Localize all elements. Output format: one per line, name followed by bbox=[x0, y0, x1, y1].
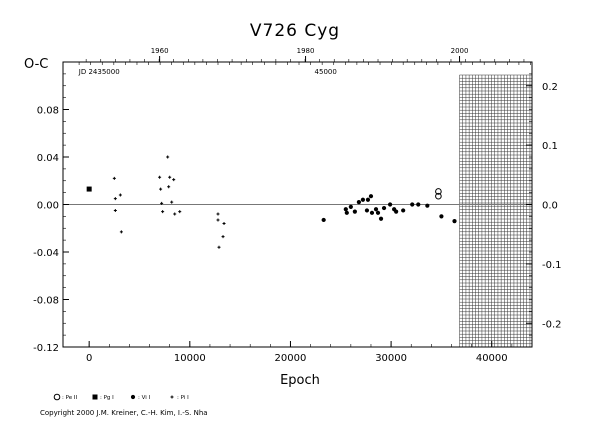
x-axis-label: Epoch bbox=[280, 373, 320, 388]
data-point-filled-circle bbox=[373, 207, 379, 212]
data-point-filled-circle bbox=[375, 210, 381, 215]
jd-label: 45000 bbox=[315, 68, 337, 76]
data-point-filled-circle bbox=[344, 210, 349, 215]
x-tick-label: 30000 bbox=[375, 353, 407, 364]
right-tick-label: -0.1 bbox=[542, 260, 562, 271]
jd-label: JD 2435000 bbox=[78, 68, 120, 76]
y-tick-label: -0.04 bbox=[33, 248, 59, 259]
right-tick-label: 0.1 bbox=[542, 141, 558, 152]
data-point-filled-circle bbox=[352, 209, 357, 214]
data-point-plus bbox=[168, 175, 172, 179]
legend: : Pe II : Pg I : Vi I : Pi I bbox=[53, 393, 189, 401]
x-tick-label: 40000 bbox=[476, 353, 508, 364]
legend-marker-open-circle bbox=[53, 393, 61, 401]
y-axis: -0.12 -0.08 -0.04 0.00 0.04 0.08 bbox=[33, 61, 69, 354]
legend-label: : Pi I bbox=[177, 395, 189, 401]
data-point-filled-circle bbox=[425, 203, 430, 208]
y-tick-label: 0.00 bbox=[37, 201, 59, 212]
data-point-plus bbox=[178, 210, 182, 214]
legend-marker-filled-circle bbox=[130, 394, 136, 400]
legend-label: : Pe II bbox=[62, 395, 77, 401]
right-tick-label: 0.0 bbox=[542, 201, 558, 212]
data-point-filled-circle bbox=[369, 210, 375, 215]
y-axis-label: O-C bbox=[24, 57, 48, 72]
data-point-plus bbox=[158, 175, 162, 179]
data-point-filled-circle bbox=[360, 197, 366, 202]
data-point-plus bbox=[221, 235, 225, 239]
data-point-filled-circle bbox=[439, 214, 444, 219]
data-point-plus bbox=[119, 230, 123, 234]
x-tick-label: 0 bbox=[86, 353, 92, 364]
year-label: 1980 bbox=[297, 47, 315, 55]
data-point-filled-circle bbox=[394, 209, 399, 214]
data-point-filled-circle bbox=[368, 194, 374, 199]
data-point-filled-circle bbox=[343, 207, 348, 212]
legend-label: : Vi I bbox=[138, 395, 151, 401]
data-point-open-circle bbox=[435, 192, 442, 200]
data-point-filled-square bbox=[86, 186, 92, 192]
data-point-plus bbox=[167, 185, 171, 189]
data-point-filled-circle bbox=[356, 200, 361, 205]
right-axis: -0.2 -0.1 0.0 0.1 0.2 bbox=[526, 61, 562, 348]
data-point-plus bbox=[217, 245, 221, 249]
data-point-plus bbox=[113, 208, 117, 212]
data-point-filled-circle bbox=[321, 217, 326, 223]
data-point-plus bbox=[172, 178, 176, 182]
x-tick-label: 10000 bbox=[174, 353, 206, 364]
data-point-filled-circle bbox=[365, 197, 371, 202]
data-point-filled-circle bbox=[381, 205, 387, 211]
data-point-plus bbox=[160, 201, 164, 205]
data-point-plus bbox=[216, 212, 220, 216]
data-point-plus bbox=[118, 193, 122, 197]
right-tick-label: 0.2 bbox=[542, 82, 558, 93]
data-point-filled-circle bbox=[348, 204, 353, 209]
data-point-plus bbox=[113, 197, 117, 201]
y-tick-label: 0.08 bbox=[37, 106, 59, 117]
y-tick-label: 0.04 bbox=[37, 153, 59, 164]
data-point-plus bbox=[166, 155, 170, 159]
data-point-plus bbox=[216, 218, 220, 222]
data-point-filled-circle bbox=[416, 202, 421, 207]
x-tick-label: 20000 bbox=[275, 353, 307, 364]
year-label: 2000 bbox=[451, 47, 469, 55]
data-points bbox=[86, 155, 457, 249]
data-point-open-circle bbox=[435, 188, 442, 195]
y-tick-label: -0.12 bbox=[33, 343, 59, 354]
legend-marker-filled-square bbox=[92, 394, 98, 400]
data-point-filled-circle bbox=[387, 202, 393, 207]
data-point-filled-circle bbox=[378, 216, 384, 221]
top-axis: 1960 1980 2000 JD 2435000 45000 bbox=[78, 47, 531, 76]
data-point-filled-circle bbox=[364, 208, 370, 213]
data-point-plus bbox=[173, 212, 177, 216]
chart-title: V726 Cyg bbox=[250, 21, 340, 41]
right-tick-label: -0.2 bbox=[542, 319, 562, 330]
legend-label: : Pg I bbox=[100, 395, 114, 401]
x-axis: 0 10000 20000 30000 40000 bbox=[86, 341, 533, 364]
data-point-filled-circle bbox=[410, 202, 415, 207]
y-tick-label: -0.08 bbox=[33, 296, 59, 307]
year-label: 1960 bbox=[151, 47, 169, 55]
data-point-plus bbox=[159, 187, 163, 191]
data-point-filled-circle bbox=[401, 208, 406, 213]
data-point-plus bbox=[161, 210, 165, 214]
legend-marker-plus bbox=[170, 395, 174, 399]
data-point-plus bbox=[170, 200, 174, 204]
copyright-note: Copyright 2000 J.M. Kreiner, C.-H. Kim, … bbox=[40, 409, 208, 417]
data-point-plus bbox=[112, 176, 116, 180]
data-point-filled-circle bbox=[452, 219, 457, 224]
data-point-plus bbox=[222, 222, 226, 225]
